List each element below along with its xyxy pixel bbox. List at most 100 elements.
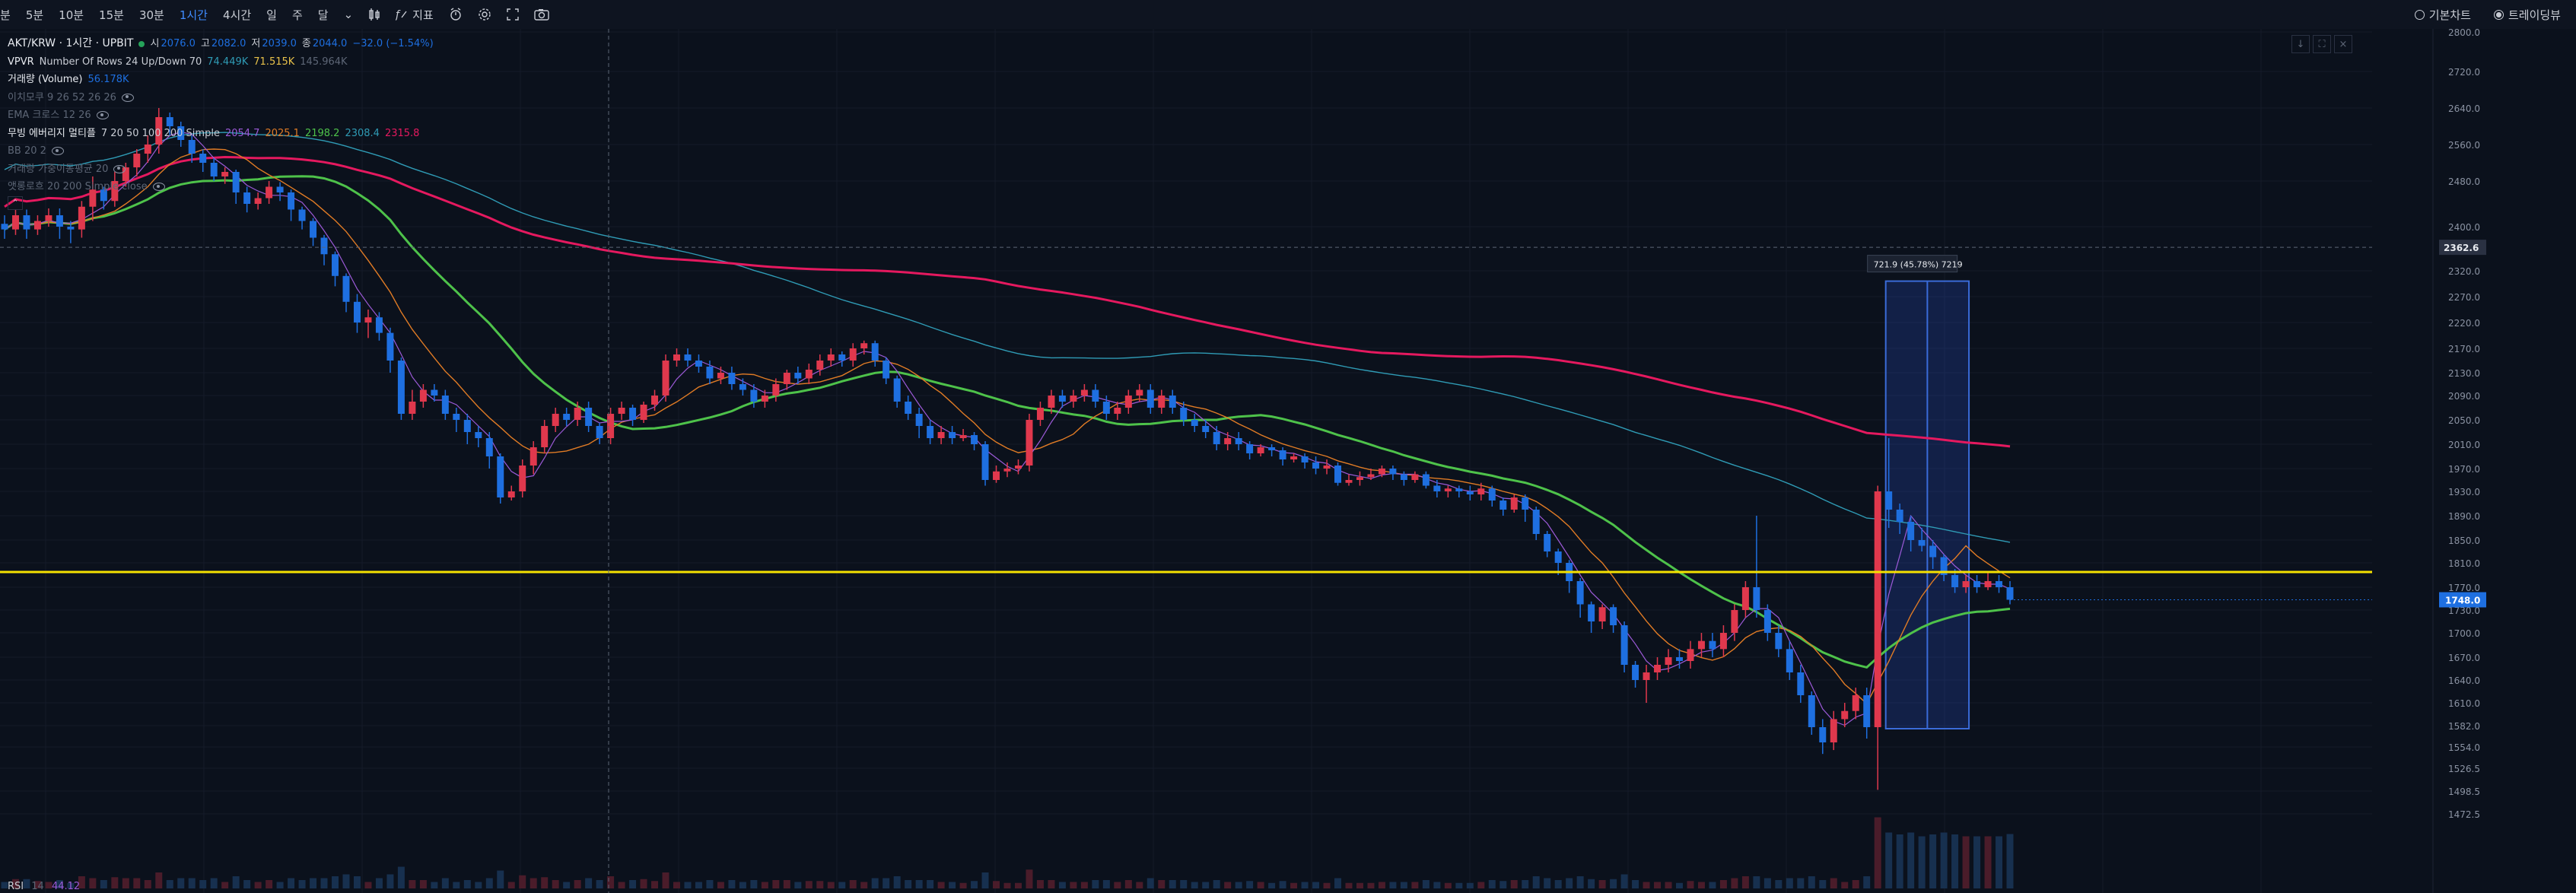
volume-bar: [1665, 882, 1672, 888]
candle-type-icon[interactable]: [361, 8, 388, 21]
rsi-legend[interactable]: RSI 14 44.12: [8, 881, 80, 892]
candle-body: [1146, 389, 1154, 408]
candle-body: [1544, 534, 1551, 551]
volume-bar: [1697, 882, 1705, 888]
timeframe-tab[interactable]: 5분: [25, 8, 44, 22]
candle-body: [441, 396, 449, 414]
price-chart[interactable]: 2800.0 2720.0 2640.0 2560.0 2480.0 2400.0 2320…: [0, 29, 2576, 893]
candle-body: [1433, 485, 1441, 491]
candle-body: [1455, 488, 1463, 491]
candle-body: [860, 343, 868, 348]
timeframe-tab[interactable]: 달: [317, 8, 329, 22]
legend-ichimoku-row[interactable]: 이치모쿠 9 26 52 26 26: [8, 89, 434, 107]
timeframe-tab[interactable]: 일: [266, 8, 277, 22]
volume-bar: [519, 875, 526, 888]
candle-body: [188, 140, 196, 154]
candle-body: [56, 215, 63, 227]
ma20-line: [4, 148, 2011, 705]
volume-bar: [199, 880, 207, 888]
ohlc-open: 2076.0: [161, 38, 196, 49]
volume-bar: [695, 882, 702, 888]
candle-body: [1279, 450, 1286, 459]
timeframe-tab[interactable]: 15분: [99, 8, 124, 22]
last-price-tag: [2439, 592, 2486, 608]
chevron-down-icon[interactable]: ⌄: [343, 8, 354, 21]
legend-vwma-row[interactable]: 거래량 가중이동평균 20: [8, 160, 434, 179]
chart-toolbar: 분 5분 10분 15분 30분 1시간 4시간 일 주 달 ⌄ ƒ 지표 기본차트 트레이딩뷰: [0, 0, 2576, 30]
last-price-label: 1748.0: [2445, 596, 2480, 606]
ma200-line: [4, 155, 2011, 448]
basic-chart-radio[interactable]: 기본차트: [2414, 7, 2471, 23]
volume-bar: [574, 880, 581, 888]
legend-ma-ribbon-row[interactable]: 무빙 에버리지 멀티플 7 20 50 100 200 Simple 2054.…: [8, 125, 434, 143]
alert-icon[interactable]: [441, 8, 470, 21]
candle-body: [1984, 581, 1992, 587]
volume-bar: [1235, 882, 1242, 888]
maximize-pane-icon[interactable]: ⛶: [2313, 35, 2331, 53]
legend-volume-row[interactable]: 거래량 (Volume) 56.178K: [8, 71, 434, 89]
hidden-eye-icon[interactable]: [152, 183, 165, 192]
candle-body: [519, 466, 526, 491]
ama-label: 앳롱로흐 20 200 Simple close: [8, 181, 148, 192]
volume-bar: [177, 878, 185, 888]
camera-icon[interactable]: [526, 8, 557, 21]
candle-body: [1763, 610, 1771, 633]
candle-body: [959, 435, 967, 438]
timeframe-tab[interactable]: 1시간: [179, 8, 208, 22]
candle-body: [210, 163, 218, 176]
volume-bar: [750, 880, 758, 888]
hidden-eye-icon[interactable]: [51, 147, 64, 156]
candle-body: [266, 186, 273, 199]
candle-body: [1158, 396, 1166, 408]
volume-bar: [1598, 880, 1606, 888]
ma200-value: 2315.8: [384, 127, 420, 139]
legend-collapse-row[interactable]: ⌃: [8, 195, 434, 210]
candle-body: [155, 117, 163, 145]
hidden-eye-icon[interactable]: [121, 93, 134, 102]
candle-body: [574, 408, 581, 420]
hidden-eye-icon[interactable]: [96, 111, 109, 120]
timeframe-tab[interactable]: 10분: [59, 8, 84, 22]
indicator-button[interactable]: ƒ 지표: [388, 7, 441, 23]
candle-body: [1136, 389, 1143, 396]
timeframe-tab[interactable]: 주: [291, 8, 303, 22]
volume-bar: [1874, 817, 1881, 888]
y-tick-label: 2050.0: [2448, 415, 2480, 426]
volume-bar: [1, 882, 8, 888]
volume-bar: [1124, 880, 1132, 888]
volume-bar: [971, 881, 978, 888]
ohlc-change: −32.0 (−1.54%): [352, 38, 434, 49]
timeframe-tab[interactable]: 분: [0, 8, 11, 22]
vpvr-params: Number Of Rows 24 Up/Down 70: [39, 56, 202, 68]
svg-text:ƒ: ƒ: [396, 9, 401, 21]
settings-gear-icon[interactable]: [470, 8, 499, 21]
tradingview-radio[interactable]: 트레이딩뷰: [2493, 7, 2561, 23]
candle-body: [177, 126, 185, 140]
candle-body: [1092, 389, 1099, 402]
fullscreen-icon[interactable]: [499, 8, 526, 21]
ohlc-high: 2082.0: [211, 38, 246, 49]
candle-body: [298, 209, 306, 221]
volume-bar: [166, 880, 173, 888]
chevron-up-icon[interactable]: ⌃: [8, 195, 23, 210]
basic-chart-label: 기본차트: [2428, 8, 2471, 22]
volume-bar: [1345, 882, 1353, 888]
close-pane-icon[interactable]: ×: [2334, 35, 2352, 53]
legend-ama-row[interactable]: 앳롱로흐 20 200 Simple close: [8, 178, 434, 196]
legend-ema-row[interactable]: EMA 크로스 12 26: [8, 106, 434, 125]
legend-bb-row[interactable]: BB 20 2: [8, 142, 434, 160]
candle-body: [1378, 469, 1385, 475]
volume-bar: [1687, 881, 1694, 888]
volume-bar: [232, 876, 240, 888]
timeframe-tab[interactable]: 4시간: [222, 8, 252, 22]
candle-body: [1080, 389, 1088, 396]
hidden-eye-icon[interactable]: [113, 164, 126, 173]
candle-body: [1036, 408, 1044, 420]
move-down-icon[interactable]: ↓: [2291, 35, 2310, 53]
timeframe-tab[interactable]: 30분: [138, 8, 164, 22]
y-tick-label: 2010.0: [2448, 440, 2480, 450]
vpvr-total: 145.964K: [300, 56, 348, 68]
legend-vpvr-row[interactable]: VPVR Number Of Rows 24 Up/Down 70 74.449…: [8, 53, 434, 72]
candle-body: [232, 172, 240, 192]
volume-bar: [1356, 882, 1363, 888]
